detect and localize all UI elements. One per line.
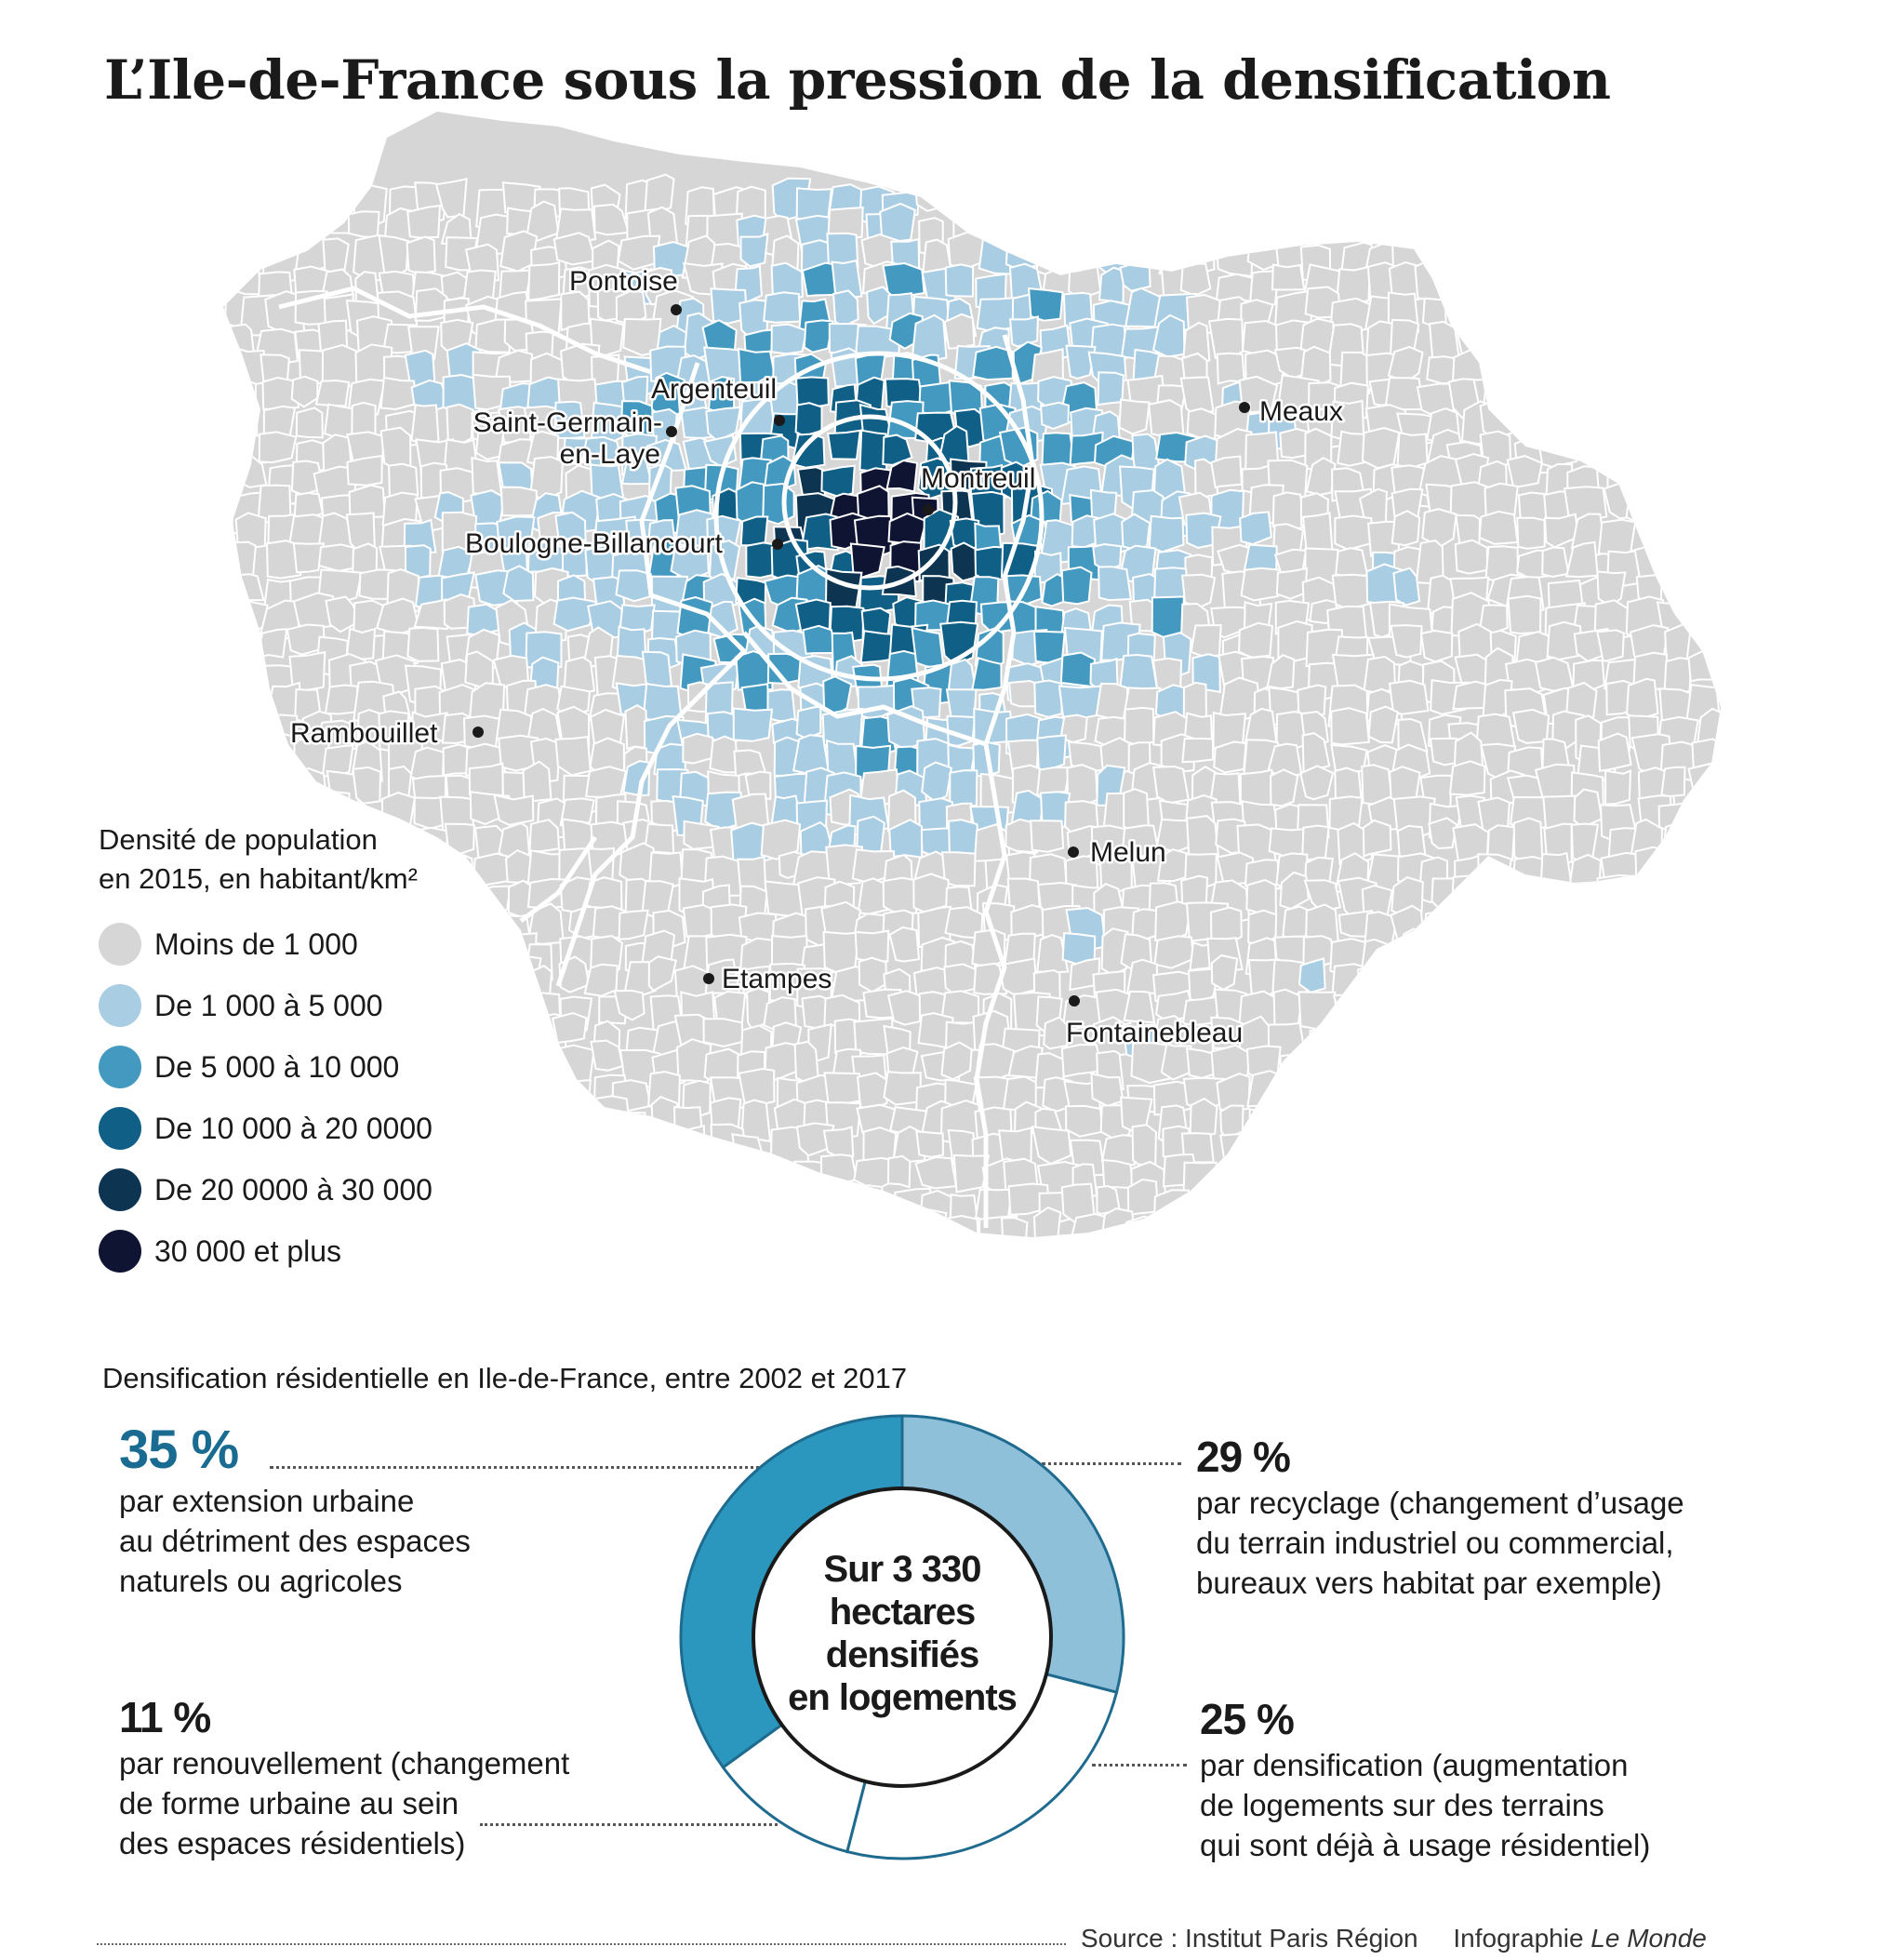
city-dot: [923, 504, 934, 515]
city-dot: [472, 727, 484, 738]
legend-title: Densité de population en 2015, en habita…: [99, 823, 418, 895]
legend-item: De 20 0000 à 30 000: [99, 1159, 432, 1220]
stat-renouvellement-line3: des espaces résidentiels): [119, 1826, 466, 1860]
city-label: Rambouillet: [290, 718, 438, 749]
city-label: Etampes: [722, 964, 832, 994]
city-label: Fontainebleau: [1066, 1018, 1243, 1048]
donut-center-line2: hectares: [830, 1592, 976, 1633]
stat-renouvellement-pct: 11 %: [119, 1693, 211, 1741]
city-label: Argenteuil: [651, 374, 777, 405]
legend-label: De 1 000 à 5 000: [154, 988, 383, 1022]
legend-swatch: [99, 1230, 141, 1273]
stat-densification-line3: qui sont déjà à usage résidentiel): [1200, 1828, 1651, 1862]
donut-center: [752, 1487, 1053, 1788]
stat-recyclage-pct: 29 %: [1196, 1433, 1291, 1481]
stat-densification-pct: 25 %: [1200, 1695, 1295, 1743]
legend-item: Moins de 1 000: [99, 913, 432, 975]
stat-recyclage-line3: bureaux vers habitat par exemple): [1196, 1566, 1662, 1600]
stat-renouvellement-line2: de forme urbaine au sein: [119, 1786, 459, 1820]
leader-line-extension: [270, 1466, 778, 1469]
densification-donut: Sur 3 330 hectares densifiés en logement…: [679, 1414, 1125, 1860]
leader-line-renouvellement: [480, 1823, 778, 1826]
legend-label: De 5 000 à 10 000: [154, 1049, 400, 1084]
city-label: Pontoise: [569, 266, 678, 297]
legend-items: Moins de 1 000 De 1 000 à 5 000 De 5 000 à…: [99, 913, 432, 1282]
city-dot: [671, 304, 682, 315]
legend-item: De 5 000 à 10 000: [99, 1036, 432, 1098]
stat-recyclage: 29 % par recyclage (changement d’usage d…: [1196, 1431, 1684, 1603]
page-title: L’Ile-de-France sous la pression de la d…: [104, 48, 1611, 112]
legend-swatch: [99, 1046, 141, 1088]
city-dot: [774, 415, 785, 426]
stat-densification: 25 % par densification (augmentation de …: [1200, 1693, 1650, 1865]
legend-item: De 10 000 à 20 0000: [99, 1098, 432, 1159]
stat-renouvellement-line1: par renouvellement (changement: [119, 1746, 570, 1780]
density-legend: Densité de population en 2015, en habita…: [99, 820, 432, 1282]
legend-label: De 20 0000 à 30 000: [154, 1172, 432, 1207]
footer-rule: [97, 1943, 1066, 1945]
stat-recyclage-line1: par recyclage (changement d’usage: [1196, 1486, 1684, 1520]
stat-densification-line2: de logements sur des terrains: [1200, 1788, 1604, 1822]
city-label: Montreuil: [921, 463, 1035, 494]
petite-couronne-ring: [713, 351, 1045, 682]
legend-swatch: [99, 1107, 141, 1150]
footer: Source : Institut Paris Région Infograph…: [1081, 1924, 1707, 1953]
credit-text: Infographie Le Monde: [1453, 1924, 1707, 1953]
city-label: Saint-Germain-en-Laye: [473, 407, 662, 470]
legend-label: Moins de 1 000: [154, 927, 358, 961]
city-dot: [666, 426, 677, 437]
stat-extension-line2: au détriment des espaces: [119, 1524, 471, 1558]
stat-extension-pct: 35 %: [119, 1420, 239, 1480]
stat-recyclage-line2: du terrain industriel ou commercial,: [1196, 1526, 1674, 1560]
stat-extension-line1: par extension urbaine: [119, 1484, 415, 1518]
legend-swatch: [99, 984, 141, 1027]
leader-line-recyclage: [1042, 1462, 1181, 1465]
city-dot: [703, 973, 714, 984]
legend-label: De 10 000 à 20 0000: [154, 1111, 432, 1145]
city-dot: [1069, 995, 1080, 1007]
city-dot: [772, 539, 783, 550]
stat-densification-line1: par densification (augmentation: [1200, 1748, 1629, 1782]
source-text: Source : Institut Paris Région: [1081, 1924, 1418, 1953]
stat-renouvellement: 11 % par renouvellement (changement de f…: [119, 1691, 569, 1863]
city-dot: [1239, 402, 1250, 413]
city-label: Meaux: [1259, 396, 1343, 427]
legend-swatch: [99, 1168, 141, 1211]
donut-center-line4: en logements: [788, 1677, 1017, 1718]
donut-center-line1: Sur 3 330: [824, 1549, 981, 1590]
donut-center-line3: densifiés: [826, 1634, 978, 1675]
donut-segments: [679, 1414, 1125, 1860]
city-label: Boulogne-Billancourt: [465, 528, 724, 559]
legend-item: De 1 000 à 5 000: [99, 975, 432, 1036]
city-label: Melun: [1090, 837, 1166, 868]
stat-extension: 35 % par extension urbaine au détriment …: [119, 1420, 471, 1601]
city-dot: [1068, 847, 1079, 858]
leader-line-densification: [1092, 1764, 1187, 1767]
legend-swatch: [99, 923, 141, 966]
densification-subtitle: Densification résidentielle en Ile-de-Fr…: [102, 1362, 908, 1394]
stat-extension-line3: naturels ou agricoles: [119, 1564, 403, 1598]
legend-label: 30 000 et plus: [154, 1233, 342, 1268]
department-borders: [278, 286, 1035, 1228]
legend-item: 30 000 et plus: [99, 1220, 432, 1282]
